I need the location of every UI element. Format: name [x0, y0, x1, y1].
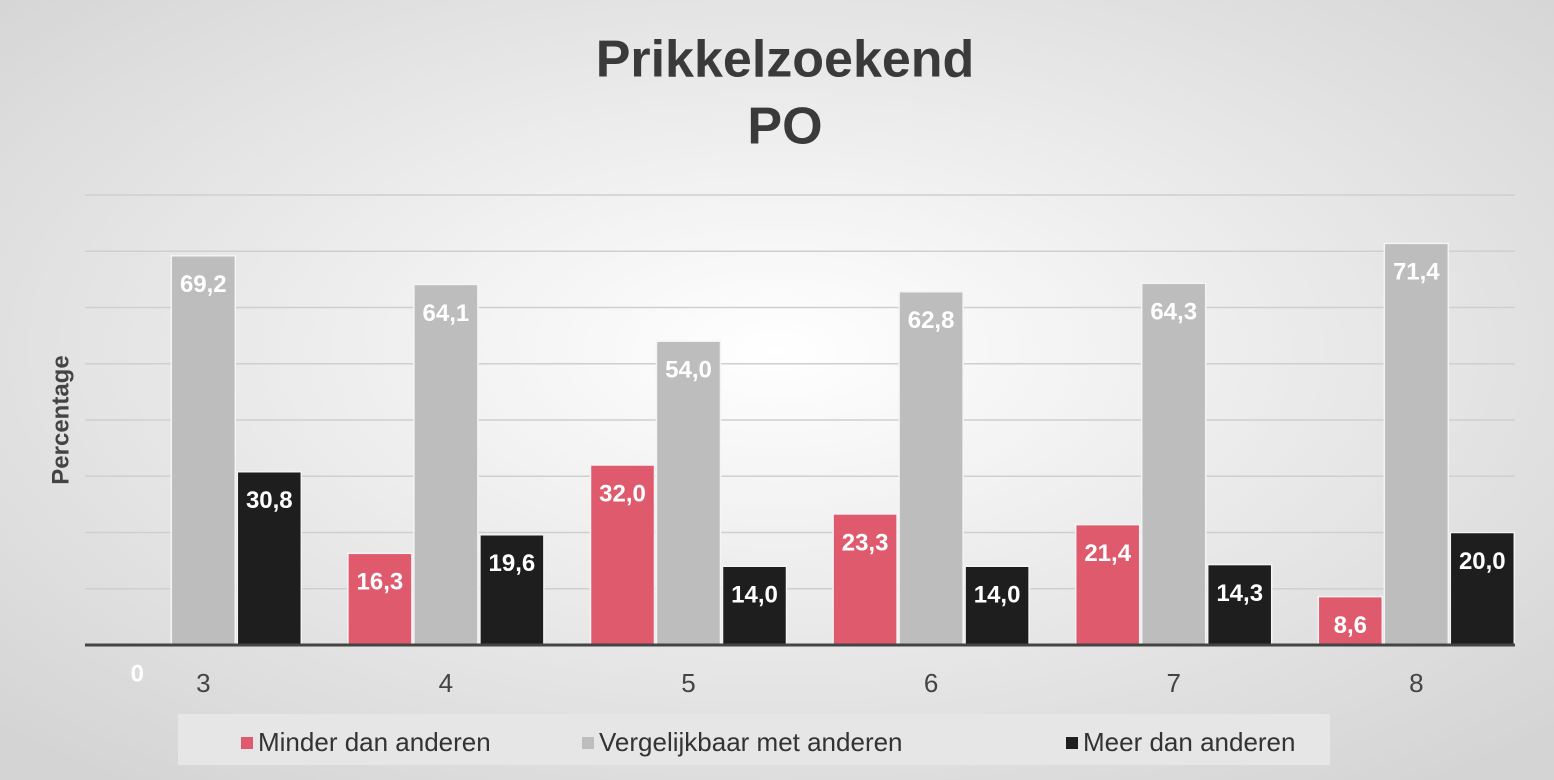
bar: [479, 534, 545, 646]
legend-swatch: [582, 737, 594, 749]
bar: [589, 464, 656, 646]
value-label: 8,6: [1334, 612, 1367, 639]
value-label: 64,1: [423, 300, 470, 327]
value-label: 32,0: [599, 480, 646, 507]
bar: [1383, 242, 1450, 646]
value-label: 14,3: [1216, 580, 1263, 607]
x-tick-label: 8: [1409, 668, 1423, 698]
legend: [178, 714, 1330, 765]
value-label: 21,4: [1084, 540, 1131, 567]
chart-title: PO: [747, 98, 822, 156]
value-label: 71,4: [1393, 259, 1440, 286]
y-axis-label: Percentage: [47, 355, 74, 484]
value-label: 19,6: [489, 550, 536, 577]
value-label: 14,0: [974, 582, 1021, 609]
x-tick-label: 7: [1166, 668, 1180, 698]
bar: [1449, 531, 1516, 646]
value-label: 30,8: [246, 487, 293, 514]
value-label: 69,2: [180, 271, 227, 298]
bar: [1317, 595, 1384, 646]
bar: [236, 471, 303, 646]
value-label: 64,3: [1150, 299, 1197, 326]
value-label: 16,3: [357, 569, 404, 596]
bar: [347, 552, 413, 646]
value-label: 54,0: [665, 357, 712, 384]
value-label: 23,3: [842, 529, 889, 556]
bar: [413, 283, 479, 646]
chart-title: Prikkelzoekend: [596, 31, 975, 89]
bar: [170, 255, 237, 646]
bar: [721, 565, 788, 646]
legend-swatch: [241, 737, 253, 749]
value-label: 0: [131, 660, 144, 687]
x-tick-label: 3: [196, 668, 210, 698]
legend-swatch: [1066, 737, 1078, 749]
x-tick-label: 5: [681, 668, 695, 698]
bar: [655, 340, 722, 646]
bar: [1140, 282, 1207, 646]
legend-label: Minder dan anderen: [258, 727, 491, 757]
value-label: 62,8: [908, 307, 955, 334]
value-label: 14,0: [731, 582, 778, 609]
x-tick-label: 4: [439, 668, 453, 698]
bar: [1206, 563, 1273, 646]
value-label: 20,0: [1459, 548, 1506, 575]
bar: [898, 291, 964, 646]
legend-label: Vergelijkbaar met anderen: [599, 727, 903, 757]
x-tick-label: 6: [924, 668, 938, 698]
legend-label: Meer dan anderen: [1083, 727, 1295, 757]
